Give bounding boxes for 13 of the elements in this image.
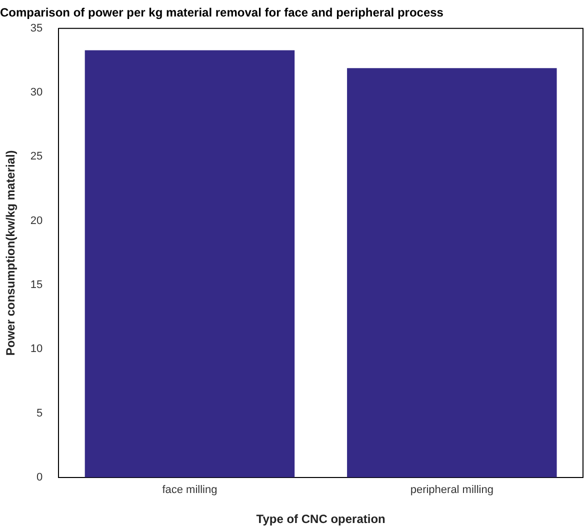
chart-title: Comparison of power per kg material removal for face and peripheral process bbox=[0, 6, 444, 20]
y-tick-label: 15 bbox=[30, 279, 43, 292]
x-tick-label: face milling bbox=[162, 484, 218, 496]
y-tick-label: 20 bbox=[30, 214, 43, 227]
y-tick-label: 30 bbox=[30, 86, 43, 99]
x-axis-title: Type of CNC operation bbox=[256, 512, 386, 526]
x-tick-label: peripheral milling bbox=[410, 484, 494, 496]
y-tick-label: 35 bbox=[30, 22, 43, 34]
y-tick-label: 10 bbox=[30, 343, 43, 356]
y-axis-title: Power consumption(kw/kg material) bbox=[4, 150, 18, 356]
y-tick-label: 25 bbox=[30, 150, 43, 163]
y-tick-label: 0 bbox=[36, 471, 43, 484]
y-tick-label: 5 bbox=[36, 407, 43, 420]
